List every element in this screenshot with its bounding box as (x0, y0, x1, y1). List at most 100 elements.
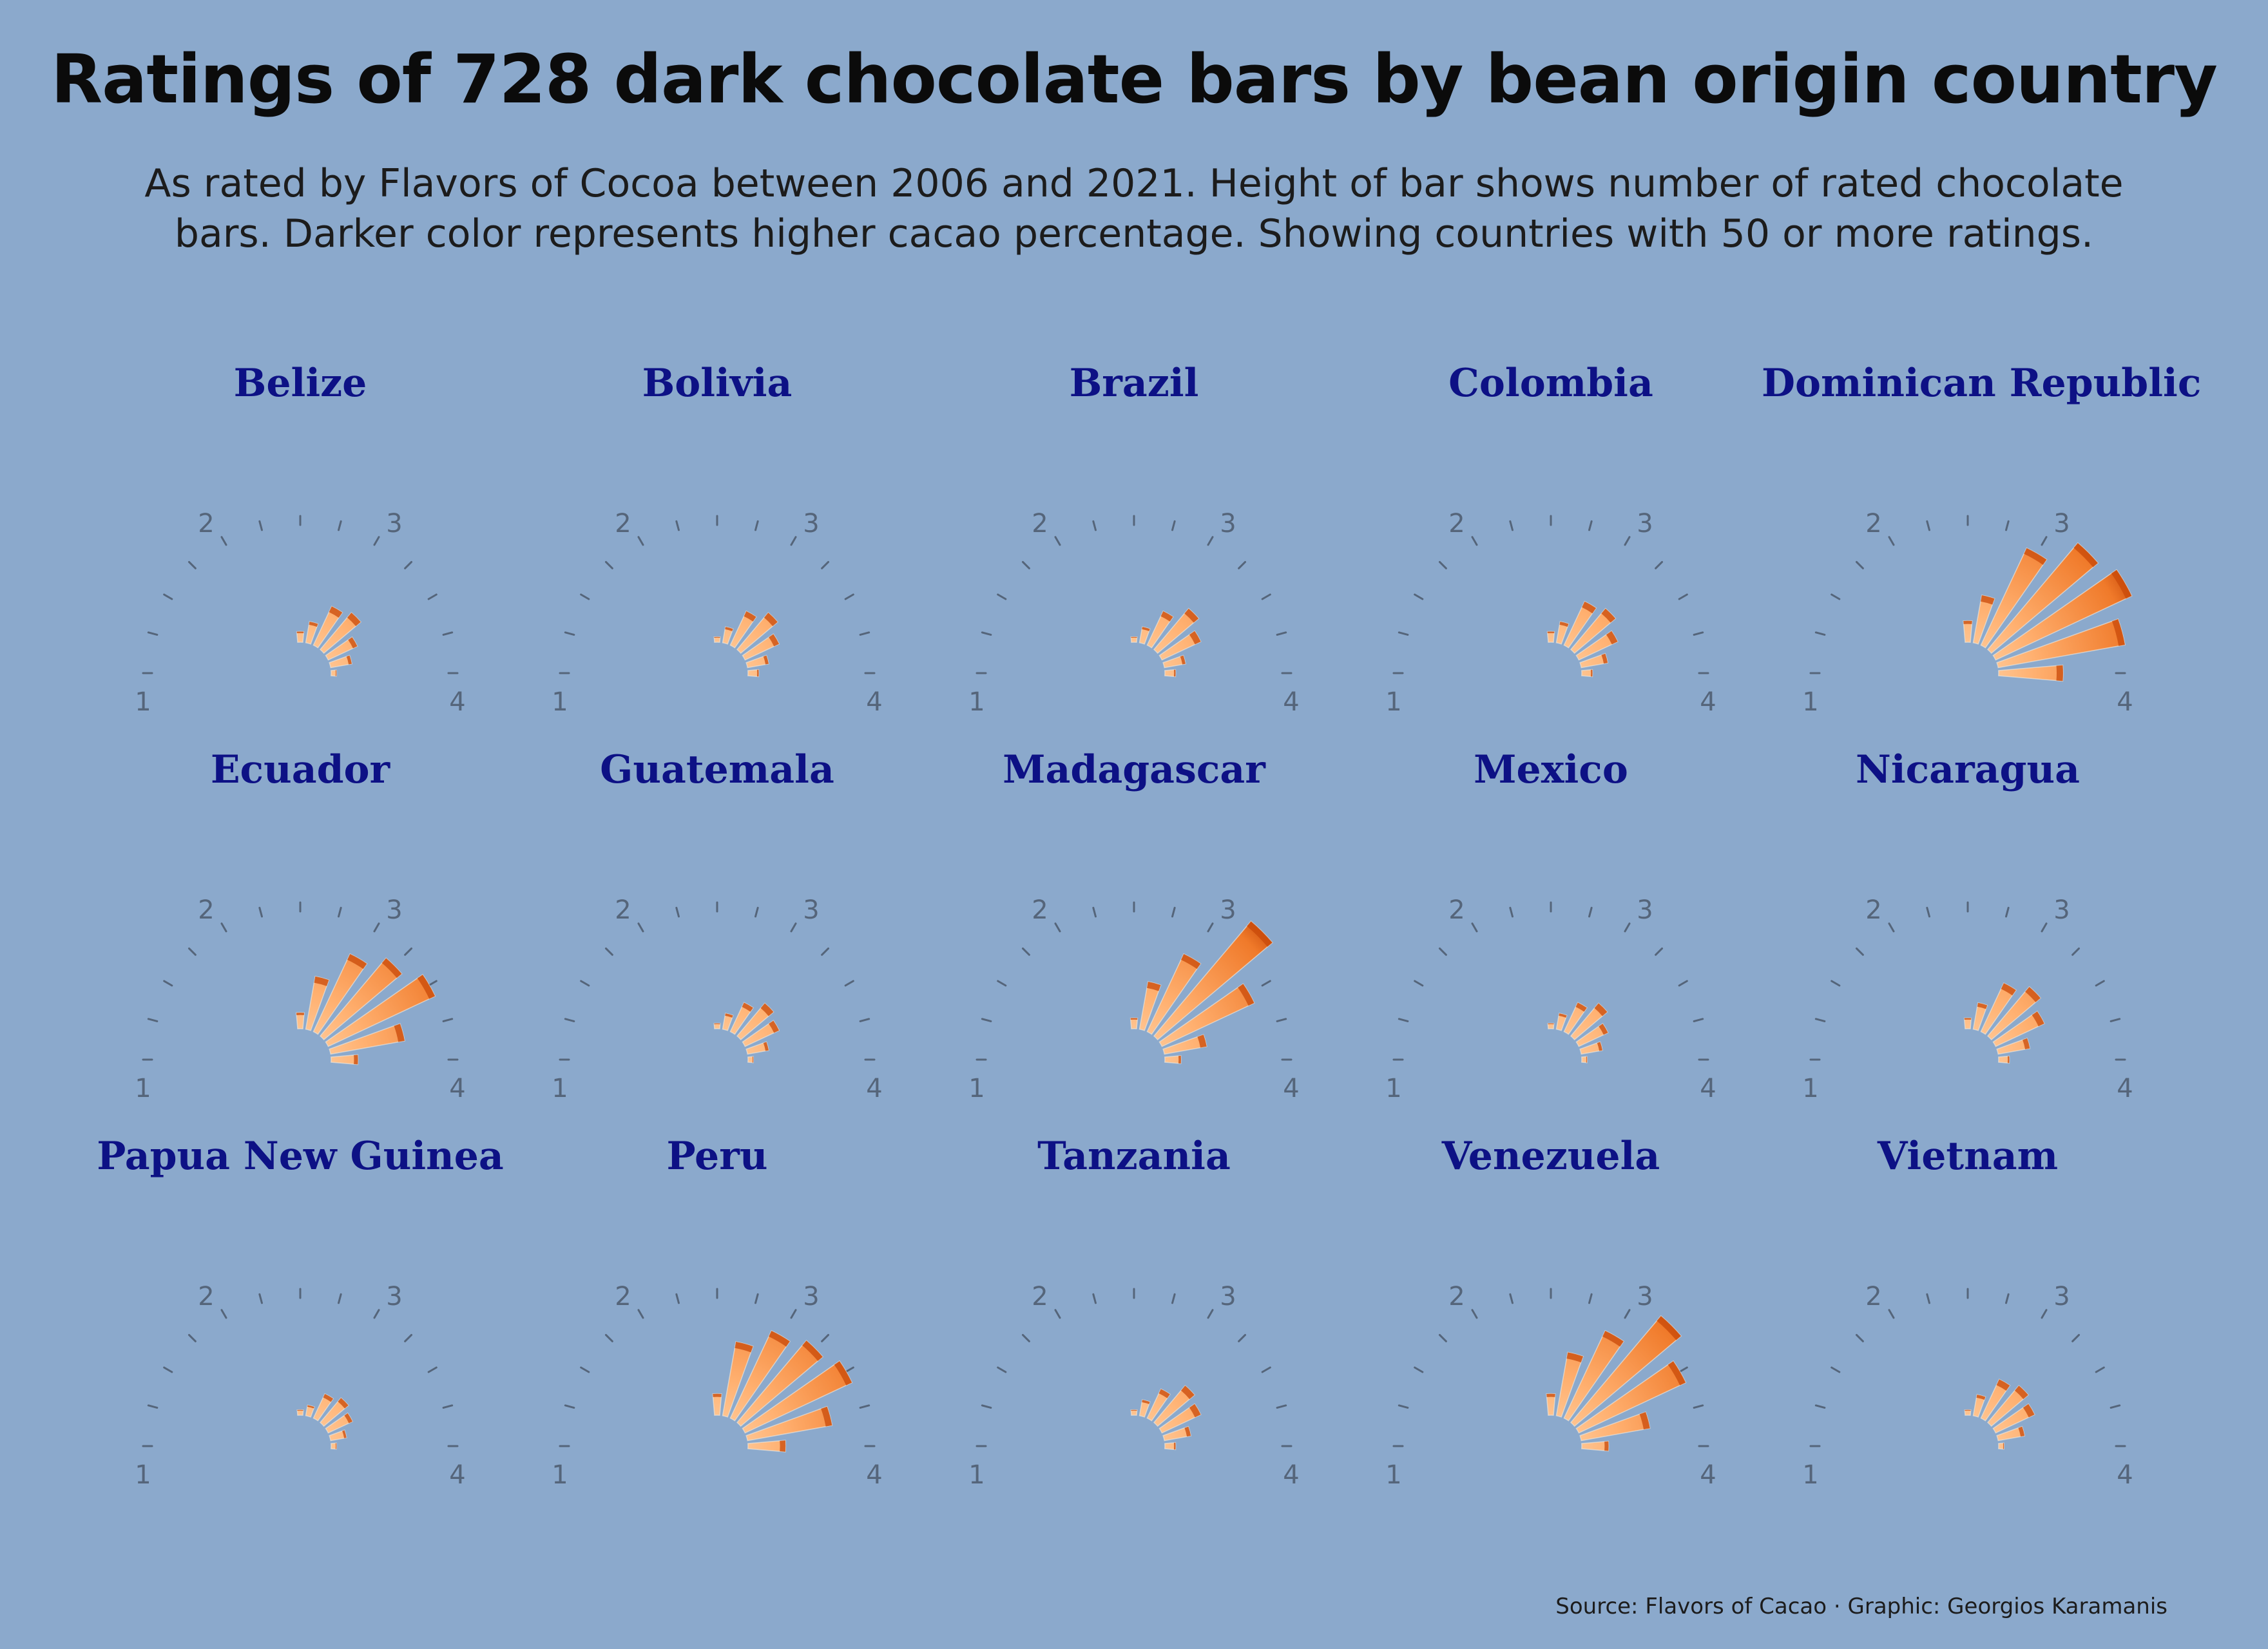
rating-bar-cap (2111, 618, 2126, 646)
axis-tick-label: 1 (1802, 1460, 1818, 1490)
axis-tick (844, 980, 854, 987)
axis-tick (2041, 536, 2048, 546)
rating-bar-cap (821, 1406, 832, 1427)
rating-bar-cap (314, 976, 329, 986)
axis-tick (1471, 536, 1478, 546)
axis-tick (147, 1018, 159, 1022)
polar-chart: 1 2 3 4 (968, 895, 1299, 1103)
rating-bar-cap (735, 1341, 753, 1353)
facet-label: Papua New Guinea (97, 1134, 504, 1179)
axis-tick (1926, 906, 1930, 918)
axis-tick (859, 1018, 870, 1022)
chart-title: Ratings of 728 dark chocolate bars by be… (51, 40, 2218, 119)
polar-chart: 1 2 3 4 (552, 509, 882, 717)
rating-bar-cap (2056, 665, 2063, 682)
axis-tick (373, 922, 380, 933)
axis-tick (163, 1366, 173, 1373)
axis-tick (604, 947, 613, 956)
rating-bar-cap (1131, 636, 1137, 638)
rating-bar-cap (381, 958, 402, 978)
facet-vietnam: Vietnam 1 2 3 4 (1762, 1134, 2174, 1494)
axis-tick (844, 1366, 854, 1373)
rating-bar-cap (1575, 1002, 1587, 1012)
rating-bar-cap (1180, 655, 1186, 665)
rating-bar-cap (1965, 1409, 1971, 1411)
rating-bar-cap (780, 1440, 786, 1452)
rating-bar-cap (1247, 921, 1273, 947)
axis-tick (220, 536, 227, 546)
facet-label: Venezuela (1441, 1134, 1660, 1179)
axis-tick (1054, 922, 1061, 933)
axis-tick-label: 2 (1032, 509, 1048, 539)
facet-label: Peru (666, 1134, 768, 1179)
axis-tick-label: 2 (1032, 895, 1048, 925)
axis-tick (1926, 520, 1930, 531)
axis-tick (1678, 1366, 1688, 1373)
rating-bar-cap (1657, 1315, 1682, 1340)
axis-tick (1171, 520, 1176, 531)
rating-bar-cap (1238, 984, 1254, 1006)
axis-tick (675, 1293, 680, 1304)
axis-tick-label: 2 (1448, 895, 1465, 925)
rating-bar-cap (2003, 1443, 2004, 1449)
axis-tick (997, 1366, 1007, 1373)
axis-tick (163, 980, 173, 987)
axis-tick (859, 1404, 870, 1409)
rating-bar-cap (1130, 1018, 1138, 1020)
axis-tick-label: 2 (1032, 1282, 1048, 1311)
facet-brazil: Brazil 1 2 3 4 (928, 361, 1340, 721)
axis-tick (1678, 593, 1688, 600)
axis-tick (2071, 947, 2081, 956)
axis-tick (373, 536, 380, 546)
axis-tick (2041, 1309, 2048, 1319)
axis-tick (220, 1309, 227, 1319)
axis-tick (147, 1404, 159, 1409)
axis-tick-label: 1 (1385, 1074, 1401, 1103)
facet-label: Dominican Republic (1762, 361, 2202, 406)
rating-bar-cap (2111, 569, 2132, 599)
axis-tick (258, 1293, 263, 1304)
axis-tick (2095, 980, 2105, 987)
rating-bar-cap (2007, 1056, 2010, 1063)
axis-tick (675, 520, 680, 531)
facet-bolivia: Bolivia 1 2 3 4 (511, 361, 923, 721)
axis-tick-label: 1 (552, 1074, 568, 1103)
axis-tick (1588, 1293, 1593, 1304)
axis-tick (2005, 906, 2010, 918)
axis-tick (1021, 947, 1030, 956)
axis-tick-label: 1 (1802, 1074, 1818, 1103)
rating-bar-cap (1546, 1393, 1555, 1397)
axis-tick (2071, 1333, 2081, 1342)
axis-tick-label: 3 (2053, 509, 2070, 539)
rating-bar-cap (307, 1405, 314, 1409)
rating-bar-cap (1582, 601, 1597, 614)
facet-label: Vietnam (1877, 1134, 2059, 1179)
rating-bar-cap (296, 1013, 305, 1015)
axis-tick (1054, 536, 1061, 546)
axis-tick (564, 1404, 575, 1409)
axis-tick (1624, 1309, 1631, 1319)
facet-venezuela: Venezuela 1 2 3 4 (1345, 1134, 1757, 1494)
rating-bar-cap (2073, 542, 2099, 567)
axis-tick (258, 520, 263, 531)
rating-bar-cap (354, 1054, 358, 1065)
rating-bar-cap (769, 1020, 780, 1033)
rating-bar-cap (1601, 653, 1608, 664)
axis-tick (1021, 1333, 1030, 1342)
axis-tick (2005, 1293, 2010, 1304)
axis-tick (1624, 536, 1631, 546)
rating-bar-cap (1996, 1379, 2010, 1391)
axis-tick (2095, 1366, 2105, 1373)
axis-tick (1021, 560, 1030, 569)
axis-tick (1092, 520, 1097, 531)
facet-tanzania: Tanzania 1 2 3 4 (928, 1134, 1340, 1494)
polar-chart: 1 2 3 4 (552, 1282, 882, 1490)
axis-tick (981, 631, 992, 636)
axis-tick-label: 3 (1637, 895, 1653, 925)
axis-tick (404, 560, 413, 569)
facet-label: Colombia (1448, 361, 1653, 406)
axis-tick (442, 1404, 454, 1409)
axis-tick-label: 4 (1283, 1460, 1299, 1490)
rating-bar-cap (1158, 1389, 1170, 1398)
facet-madagascar: Madagascar 1 2 3 4 (928, 747, 1340, 1108)
